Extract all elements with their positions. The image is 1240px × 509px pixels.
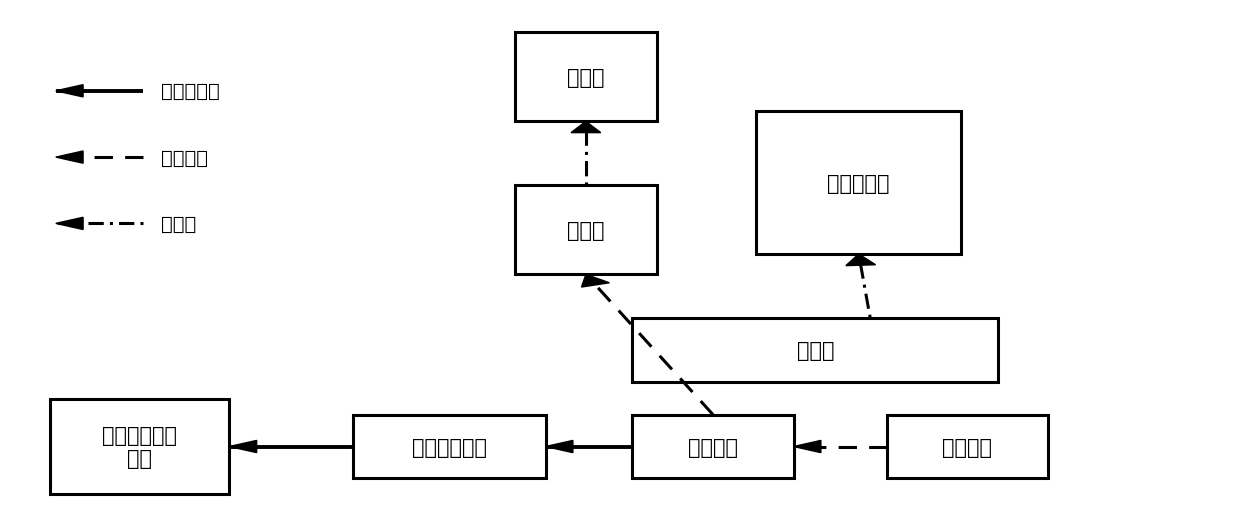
Text: 气体流向: 气体流向 <box>161 148 208 167</box>
Text: 加注容器: 加注容器 <box>688 437 738 457</box>
Bar <box>632 318 998 382</box>
Polygon shape <box>56 152 83 164</box>
Text: 真空计: 真空计 <box>567 68 605 88</box>
Polygon shape <box>570 122 600 133</box>
Text: 推进剂流向: 推进剂流向 <box>161 82 219 101</box>
Bar <box>887 415 1048 478</box>
Bar <box>515 33 657 122</box>
Text: 增压气瓶: 增压气瓶 <box>942 437 992 457</box>
Text: 加注控制器: 加注控制器 <box>827 173 890 193</box>
Bar <box>756 112 961 254</box>
Text: 姿控动力系统
贮箱: 姿控动力系统 贮箱 <box>102 425 177 468</box>
Polygon shape <box>794 440 821 453</box>
Bar <box>353 415 546 478</box>
Text: 电子秤: 电子秤 <box>796 340 835 360</box>
Polygon shape <box>846 254 875 266</box>
Polygon shape <box>582 275 609 288</box>
Text: 加注连接装置: 加注连接装置 <box>412 437 487 457</box>
Bar <box>632 415 794 478</box>
Polygon shape <box>229 440 257 453</box>
Bar <box>515 186 657 275</box>
Bar <box>50 400 229 494</box>
Text: 电信号: 电信号 <box>161 214 196 234</box>
Polygon shape <box>546 440 573 453</box>
Polygon shape <box>56 86 83 98</box>
Text: 真空泵: 真空泵 <box>567 220 605 240</box>
Polygon shape <box>56 218 83 230</box>
